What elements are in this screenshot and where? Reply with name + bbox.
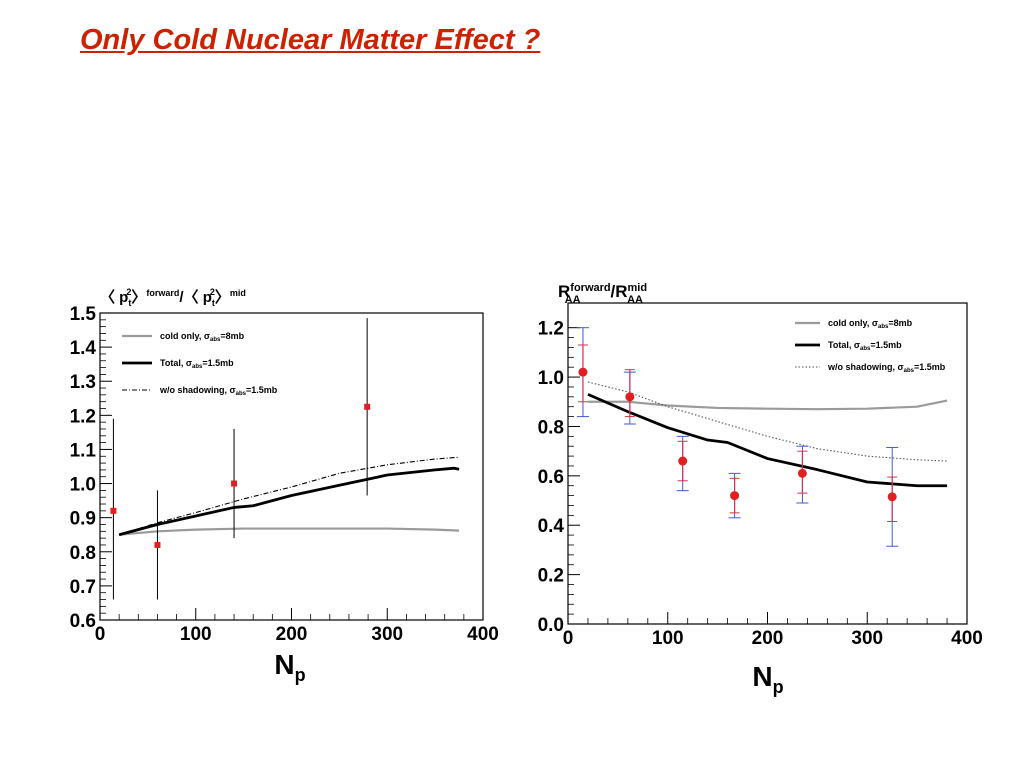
x-tick-label: 300 bbox=[851, 628, 883, 649]
y-tick-label: 1.0 bbox=[70, 475, 96, 496]
y-title-sup: 2 bbox=[210, 287, 215, 297]
y-tick-label: 0.6 bbox=[70, 611, 96, 632]
legend-label-main: Total, σ bbox=[828, 340, 860, 350]
y-title-part: R bbox=[558, 282, 570, 301]
legend-label-sub: abs bbox=[192, 364, 203, 370]
legend-label-1: cold only, σabs=8mb bbox=[828, 318, 913, 330]
data-point bbox=[231, 480, 238, 487]
series-line-3 bbox=[587, 381, 948, 462]
y-title-part: /R bbox=[611, 282, 628, 301]
y-title-sub: t bbox=[128, 298, 131, 308]
legend-label-tail: =8mb bbox=[888, 318, 912, 328]
x-tick-label: 100 bbox=[180, 624, 212, 645]
data-point bbox=[625, 392, 635, 402]
slide-title: Only Cold Nuclear Matter Effect ? bbox=[80, 24, 541, 56]
legend-label-main: w/o shadowing, σ bbox=[827, 362, 904, 372]
legend-label-2: Total, σabs=1.5mb bbox=[828, 340, 902, 352]
data-point bbox=[110, 507, 117, 514]
legend-label-sub: abs bbox=[210, 337, 221, 343]
y-title-sup: forward bbox=[570, 282, 610, 294]
x-tick-label: 400 bbox=[951, 628, 983, 649]
y-tick-label: 1.2 bbox=[70, 406, 96, 427]
x-tick-label: 0 bbox=[563, 628, 574, 649]
legend-label-tail: =1.5mb bbox=[246, 385, 278, 395]
data-point bbox=[364, 403, 371, 410]
y-tick-label: 0.8 bbox=[70, 543, 96, 564]
y-tick-label: 1.5 bbox=[70, 304, 97, 325]
x-tick-label: 100 bbox=[652, 628, 684, 649]
y-tick-label: 0.8 bbox=[538, 417, 564, 438]
x-axis-title: Np bbox=[274, 649, 305, 685]
y-tick-label: 0.2 bbox=[538, 566, 564, 587]
chart-1: 0.6 0.7 0.8 0.9 1.0 1.1 1.2 1.3 1.4 1.5 0 100 200 300… bbox=[70, 287, 499, 685]
x-tick-label: 0 bbox=[95, 624, 106, 645]
y-tick-label: 1.4 bbox=[70, 338, 97, 359]
legend-label-tail: =1.5mb bbox=[914, 362, 946, 372]
legend-label-main: cold only, σ bbox=[828, 318, 878, 328]
data-point bbox=[730, 491, 740, 501]
y-tick-label: 0.6 bbox=[538, 467, 564, 488]
y-title-part: /〈 p bbox=[179, 288, 212, 306]
x-tick-label: 200 bbox=[752, 628, 784, 649]
legend-label-tail: =1.5mb bbox=[202, 358, 234, 368]
y-title-part: 〉 bbox=[215, 288, 230, 306]
legend-label-3: w/o shadowing, σabs=1.5mb bbox=[159, 385, 278, 397]
x-axis-title-main: N bbox=[752, 661, 772, 692]
plot-frame bbox=[567, 302, 968, 625]
y-title-part: 〈 p bbox=[100, 288, 128, 306]
y-tick-label: 0.9 bbox=[70, 509, 96, 530]
data-point bbox=[887, 492, 897, 502]
data-point bbox=[154, 541, 161, 548]
data-point bbox=[678, 456, 688, 466]
y-title-tag: forward bbox=[146, 288, 179, 298]
y-tick-label: 1.1 bbox=[70, 440, 97, 461]
series-line-3 bbox=[118, 456, 460, 536]
y-tick-label: 1.3 bbox=[70, 372, 96, 393]
legend-label-main: Total, σ bbox=[160, 358, 192, 368]
x-axis-title-main: N bbox=[274, 649, 294, 680]
x-tick-label: 200 bbox=[276, 624, 308, 645]
x-axis-title-sub: p bbox=[295, 665, 306, 685]
legend-label-2: Total, σabs=1.5mb bbox=[160, 358, 234, 370]
legend-label-3: w/o shadowing, σabs=1.5mb bbox=[827, 362, 946, 374]
y-axis-title: Rforward AA/Rmid AA bbox=[558, 282, 647, 306]
legend-label-tail: =8mb bbox=[220, 331, 244, 341]
y-tick-label: 1.0 bbox=[538, 368, 564, 389]
x-tick-label: 400 bbox=[467, 624, 499, 645]
data-point bbox=[578, 367, 588, 377]
y-title-sup: 2 bbox=[126, 287, 131, 297]
series-line-1 bbox=[119, 527, 460, 536]
x-axis-title: Np bbox=[752, 661, 783, 697]
data-point bbox=[797, 468, 807, 478]
legend-label-sub: abs bbox=[878, 324, 889, 330]
y-title-sub: AA bbox=[565, 294, 581, 306]
y-title-sup: mid bbox=[628, 282, 648, 294]
series-line-2 bbox=[118, 466, 460, 537]
y-tick-label: 0.7 bbox=[70, 577, 96, 598]
y-title-sub: t bbox=[212, 298, 215, 308]
y-title-sub: AA bbox=[627, 294, 643, 306]
x-axis-title-sub: p bbox=[773, 677, 784, 697]
legend-label-sub: abs bbox=[860, 346, 871, 352]
y-tick-label: 0.0 bbox=[538, 615, 564, 636]
y-axis-title: 〈 pt2〉forward/〈 pt2〉mid bbox=[100, 287, 246, 308]
chart-2: 0.0 0.2 0.4 0.6 0.8 1.0 1.2 0 100 200 300 400 cold o… bbox=[538, 282, 983, 697]
legend-label-sub: abs bbox=[236, 391, 247, 397]
legend-label-main: w/o shadowing, σ bbox=[159, 385, 236, 395]
y-tick-label: 1.2 bbox=[538, 319, 564, 340]
legend-label-sub: abs bbox=[904, 368, 915, 374]
x-tick-label: 300 bbox=[371, 624, 403, 645]
legend-label-1: cold only, σabs=8mb bbox=[160, 331, 245, 343]
series-line-1 bbox=[587, 399, 948, 411]
y-tick-label: 0.4 bbox=[538, 516, 565, 537]
legend-label-main: cold only, σ bbox=[160, 331, 210, 341]
y-title-tag: mid bbox=[230, 288, 246, 298]
legend-label-tail: =1.5mb bbox=[870, 340, 902, 350]
y-title-part: 〉 bbox=[131, 288, 146, 306]
